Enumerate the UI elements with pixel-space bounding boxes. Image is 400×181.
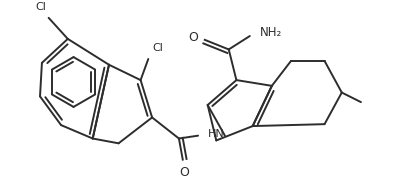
Text: NH₂: NH₂ bbox=[259, 26, 282, 39]
Text: O: O bbox=[179, 166, 189, 179]
Text: Cl: Cl bbox=[36, 2, 46, 12]
Text: Cl: Cl bbox=[152, 43, 163, 53]
Text: HN: HN bbox=[208, 129, 224, 139]
Text: O: O bbox=[188, 31, 198, 44]
